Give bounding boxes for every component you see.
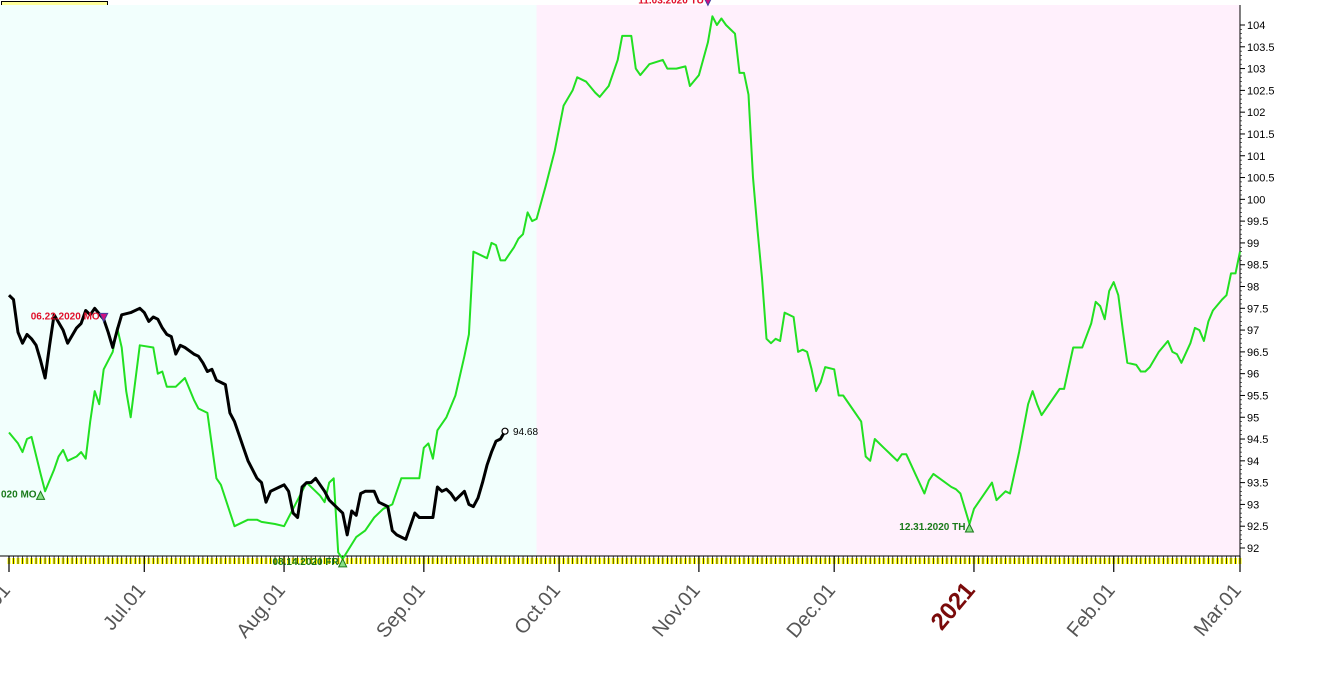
y-tick-label: 93.5 [1247, 478, 1268, 490]
series-line-black [7, 294, 507, 541]
y-tick-label: 103 [1247, 64, 1265, 76]
last-value-label: 94.68 [513, 427, 538, 438]
y-tick-label: 102.5 [1247, 85, 1275, 97]
x-tick-label: Mar.01 [1190, 580, 1246, 641]
high-annotation-label: 11.03.2020 TU [638, 0, 704, 6]
low-annotation-label: 020 MO [1, 489, 37, 500]
y-tick-label: 99 [1247, 238, 1259, 250]
y-tick-label: 92 [1247, 543, 1259, 555]
y-tick-label: 98 [1247, 282, 1259, 294]
x-tick-label: Sep.01 [372, 580, 430, 643]
y-tick-label: 95.5 [1247, 390, 1268, 402]
y-tick-label: 96.5 [1247, 347, 1268, 359]
y-tick-label: 97.5 [1247, 303, 1268, 315]
y-tick-label: 101 [1247, 151, 1265, 163]
annotation-markers: 06.22.2020 MO 11.03.2020 TU 020 MO 08.14.20… [1, 0, 975, 568]
low-annotation-label: 12.31.2020 TH [899, 522, 965, 533]
y-tick-label: 104 [1247, 20, 1265, 32]
y-tick-label: 103.5 [1247, 42, 1275, 54]
y-tick-label: 97 [1247, 325, 1259, 337]
series-line-green [8, 15, 1241, 560]
y-tick-label: 94.5 [1247, 434, 1268, 446]
last-value-marker [501, 427, 509, 435]
y-tick-label: 101.5 [1247, 129, 1275, 141]
low-marker [35, 490, 46, 500]
x-tick-label: Jul.01 [99, 580, 150, 635]
low-marker [964, 522, 975, 533]
low-marker [337, 557, 348, 568]
shaded-region-right [536, 5, 1240, 556]
x-tick-label: Dec.01 [783, 580, 841, 643]
y-tick-label: 100 [1247, 194, 1265, 206]
y-tick-label: 93 [1247, 499, 1259, 511]
y-tick-label: 95 [1247, 412, 1259, 424]
x-tick-label: .01 [0, 580, 15, 615]
y-tick-label: 98.5 [1247, 260, 1268, 272]
y-tick-label: 96 [1247, 369, 1259, 381]
x-tick-label: 2021 [926, 577, 981, 635]
high-marker [704, 0, 712, 7]
high-marker [98, 312, 109, 323]
x-tick-label: Oct.01 [510, 580, 565, 639]
x-tick-label: Aug.01 [232, 580, 290, 643]
low-annotation-label: 08.14.2020 FR [273, 557, 340, 568]
y-tick-label: 94 [1247, 456, 1259, 468]
x-tick-label: Nov.01 [648, 580, 705, 642]
y-tick-label: 100.5 [1247, 173, 1275, 185]
background-regions [0, 5, 1240, 556]
y-tick-label: 102 [1247, 107, 1265, 119]
shaded-region-left [0, 5, 537, 556]
y-tick-label: 99.5 [1247, 216, 1268, 228]
y-tick-label: 92.5 [1247, 521, 1268, 533]
high-annotation-label: 06.22.2020 MO [31, 311, 100, 322]
x-tick-label: Feb.01 [1063, 580, 1120, 642]
series-lines [7, 15, 1241, 560]
